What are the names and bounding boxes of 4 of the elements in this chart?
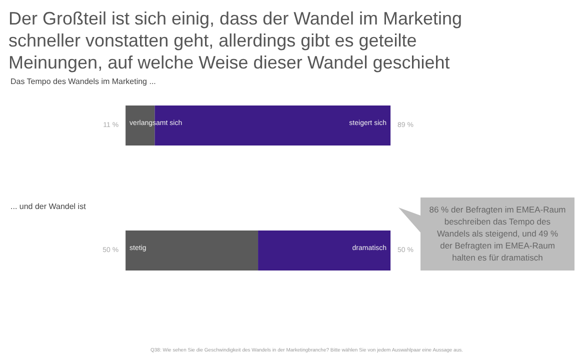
text: Der Großteil ist sich einig, dass der Wandel im Marketing schneller vonstatten geht, allerdings gibt es geteilte Meinungen, auf welche Weise dieser Wandel geschieht	[8, 8, 462, 72]
y-tick-label: ... und der Wandel ist	[10, 202, 87, 211]
text: 86 % der Befragten im EMEA-Raum beschreiben das Tempo des Wandels als steigend, und 49 % der Befragten im EMEA-Raum halten es für dramatisch	[429, 204, 566, 262]
y-tick-label: Das Tempo des Wandels im Marketing ...	[10, 77, 156, 86]
